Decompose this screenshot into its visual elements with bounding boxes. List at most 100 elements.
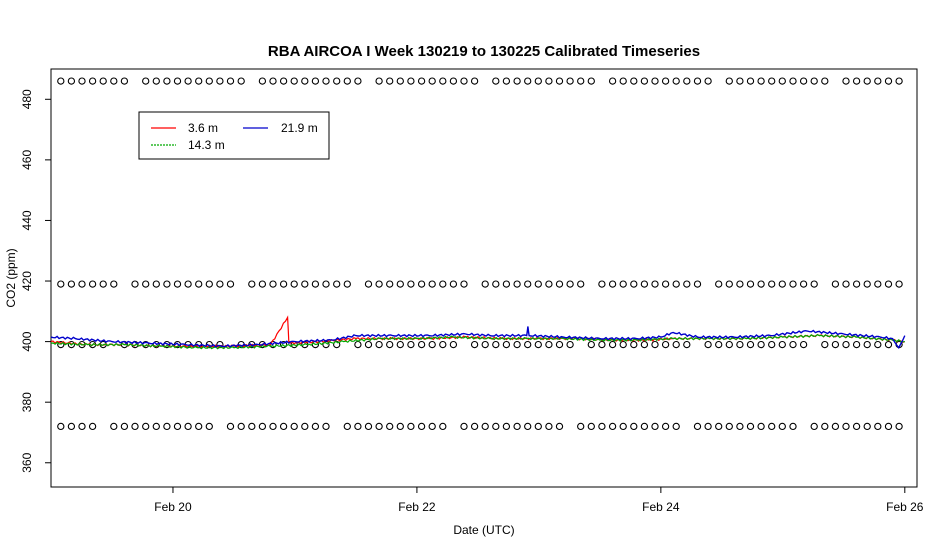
calibration-point-row0-0: [57, 77, 65, 85]
calibration-point-row0-31: [386, 77, 394, 85]
calibration-point-row3-24: [311, 422, 320, 431]
calibration-point-row1-58: [672, 280, 680, 288]
calibration-point-row1-10: [163, 280, 171, 288]
calibration-point-row1-35: [428, 280, 436, 288]
calibration-point-row1-24: [311, 280, 320, 288]
calibration-point-row1-22: [290, 280, 298, 288]
calibration-point-row3-3: [88, 422, 97, 431]
calibration-point-row3-31: [386, 422, 394, 431]
calibration-point-row3-32: [396, 422, 404, 431]
calibration-point-row3-74: [842, 422, 850, 431]
calibration-point-row3-58: [672, 422, 680, 431]
calibration-point-row3-46: [545, 422, 553, 431]
calibration-point-row1-37: [449, 280, 458, 288]
calibration-point-row0-26: [333, 77, 341, 85]
calibration-point-row0-30: [375, 77, 383, 85]
calibration-point-row3-50: [587, 422, 595, 431]
y-tick-label-3: 420: [20, 271, 34, 291]
calibration-point-row3-2: [78, 422, 86, 431]
y-axis: 360 380 400 420 440 460 480: [20, 89, 51, 473]
calibration-point-row0-49: [577, 77, 585, 85]
calibration-point-row3-11: [173, 422, 182, 431]
calibration-point-row0-42: [502, 77, 511, 85]
calibration-point-row0-43: [513, 77, 521, 85]
series-line-21-9-m: [50, 326, 906, 349]
calibration-point-row0-44: [524, 77, 532, 85]
calibration-point-row0-23: [301, 77, 309, 85]
x-tick-label-2: Feb 24: [642, 500, 680, 514]
calibration-point-row1-30: [375, 280, 383, 288]
calibration-point-row3-44: [524, 422, 532, 431]
calibration-point-row0-57: [661, 77, 670, 85]
calibration-point-row0-46: [545, 77, 553, 85]
calibration-point-row1-20: [269, 280, 277, 288]
calibration-point-row2-76: [863, 340, 871, 349]
calibration-point-row3-34: [417, 422, 426, 431]
calibration-point-row3-38: [460, 422, 468, 431]
x-axis: Feb 20 Feb 22 Feb 24 Feb 26: [154, 487, 924, 514]
calibration-point-row1-41: [492, 280, 500, 288]
calibration-point-row1-26: [333, 280, 341, 288]
series-line-14-3-m: [50, 333, 905, 350]
x-axis-label: Date (UTC): [453, 523, 514, 537]
calibration-point-row0-54: [630, 77, 638, 85]
x-tick-label-0: Feb 20: [154, 500, 192, 514]
calibration-point-row1-29: [364, 280, 373, 288]
calibration-point-row2-70: [799, 340, 808, 349]
calibration-point-row0-34: [417, 77, 426, 85]
calibration-point-row0-21: [279, 77, 288, 85]
calibration-point-row0-22: [290, 77, 298, 85]
calibration-point-row2-0: [57, 340, 65, 349]
calibration-point-row1-25: [322, 280, 330, 288]
calibration-point-row3-56: [651, 422, 659, 431]
calibration-point-row1-75: [852, 280, 861, 288]
calibration-point-row3-14: [205, 422, 213, 431]
calibration-point-row1-2: [78, 280, 86, 288]
calibration-point-row0-71: [810, 77, 818, 85]
calibration-point-row3-68: [778, 422, 786, 431]
calibration-point-row3-51: [598, 422, 606, 431]
calibration-point-row2-45: [534, 340, 542, 349]
series-line-3-6-m: [50, 315, 905, 348]
calibration-point-row2-51: [598, 340, 606, 349]
calibration-point-row0-27: [343, 77, 351, 85]
calibration-point-row0-55: [640, 77, 649, 85]
calibration-point-row1-18: [248, 280, 256, 288]
calibration-point-row0-75: [852, 77, 861, 85]
calibration-point-row2-52: [608, 340, 617, 349]
calibration-point-row3-55: [640, 422, 649, 431]
calibration-point-row1-32: [396, 280, 404, 288]
y-tick-label-2: 400: [20, 331, 34, 351]
calibration-point-row0-33: [407, 77, 415, 85]
calibration-point-row2-64: [736, 340, 744, 349]
calibration-point-row0-19: [258, 77, 267, 85]
calibration-point-row1-43: [513, 280, 521, 288]
calibration-point-row1-4: [99, 280, 107, 288]
calibration-point-row2-47: [555, 340, 564, 349]
calibration-point-row3-78: [884, 422, 893, 431]
calibration-point-row1-54: [630, 280, 638, 288]
calibration-point-row0-76: [863, 77, 871, 85]
calibration-point-row1-65: [746, 280, 755, 288]
calibration-point-row0-10: [163, 77, 171, 85]
calibration-point-row3-19: [258, 422, 267, 431]
calibration-point-row3-57: [661, 422, 670, 431]
calibration-point-row1-14: [205, 280, 213, 288]
calibration-point-row1-38: [460, 280, 468, 288]
calibration-point-row1-68: [778, 280, 786, 288]
calibration-point-row3-63: [725, 422, 733, 431]
calibration-point-row2-61: [704, 340, 712, 349]
calibration-point-row3-25: [322, 422, 330, 431]
calibration-point-row3-79: [895, 422, 903, 431]
calibration-point-row1-0: [57, 280, 65, 288]
calibration-point-row1-73: [831, 280, 840, 288]
calibration-point-row2-73: [831, 340, 840, 349]
calibration-point-row3-9: [152, 422, 160, 431]
calibration-point-row3-66: [757, 422, 765, 431]
calibration-point-row0-56: [651, 77, 659, 85]
calibration-point-row3-73: [831, 422, 840, 431]
calibration-point-row1-7: [131, 280, 139, 288]
calibration-point-row0-58: [672, 77, 680, 85]
calibration-point-row0-74: [842, 77, 850, 85]
calibration-point-row3-69: [789, 422, 797, 431]
